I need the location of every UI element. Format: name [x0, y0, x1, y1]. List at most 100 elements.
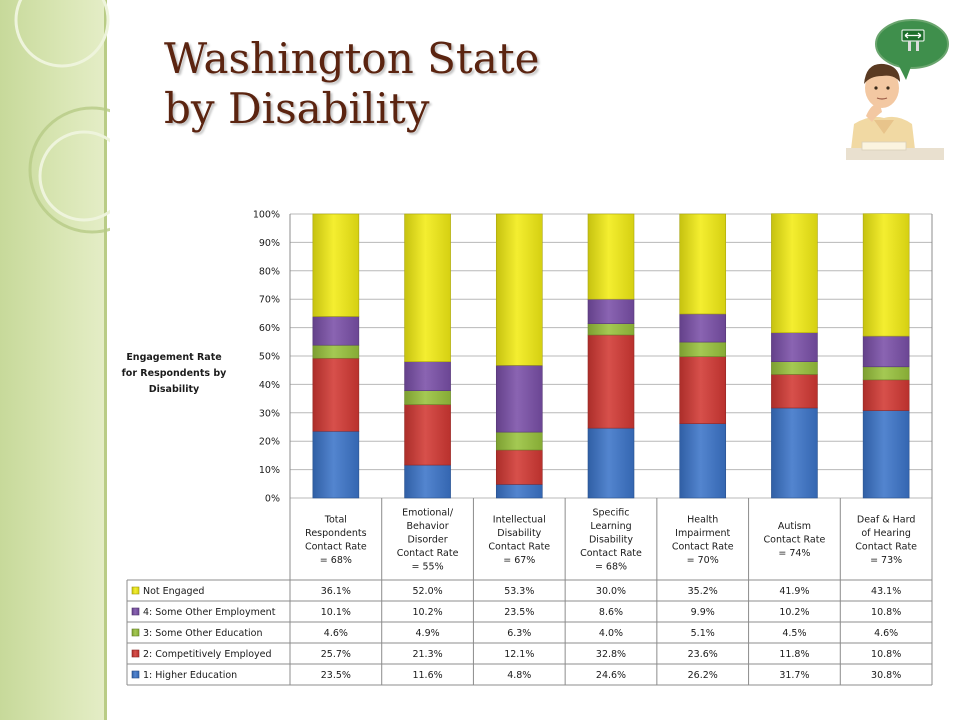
- category-label: of Hearing: [861, 528, 911, 539]
- road-sign-bubble-icon: [875, 19, 949, 80]
- bar-segment: [679, 213, 727, 315]
- data-label: 25.7%: [321, 649, 351, 660]
- category-label: Emotional/: [402, 508, 454, 519]
- data-label: 8.6%: [599, 607, 623, 618]
- side-divider: [104, 0, 107, 720]
- data-label: 26.2%: [688, 670, 718, 681]
- bar-segment: [587, 334, 635, 429]
- data-label: 30.0%: [596, 586, 626, 597]
- category-label: = 55%: [412, 562, 444, 573]
- category-label: Contact Rate: [488, 541, 550, 552]
- bar-segment: [312, 430, 360, 499]
- bar-segment: [312, 213, 360, 317]
- data-label: 4.5%: [782, 628, 806, 639]
- legend-label: 4: Some Other Employment: [143, 607, 276, 618]
- data-label: 4.0%: [599, 628, 623, 639]
- y-tick-label: 0%: [265, 494, 280, 505]
- data-label: 4.6%: [324, 628, 348, 639]
- data-label: 24.6%: [596, 670, 626, 681]
- bar-segment: [312, 344, 360, 359]
- title-line-2: by Disability: [164, 84, 430, 133]
- bar-segment: [587, 298, 635, 324]
- bar-segment: [312, 316, 360, 346]
- data-label: 12.1%: [504, 649, 534, 660]
- bar-segment: [312, 357, 360, 432]
- bar-segment: [771, 374, 818, 409]
- bar-segment: [862, 335, 910, 368]
- category-label: = 74%: [778, 548, 810, 559]
- category-label: Intellectual: [493, 514, 546, 525]
- bar-segment: [404, 464, 451, 499]
- bar-segment: [587, 213, 635, 300]
- title-line-1: Washington State: [164, 34, 540, 83]
- bar-segment: [404, 390, 451, 405]
- data-label: 32.8%: [596, 649, 626, 660]
- data-label: 23.5%: [504, 607, 534, 618]
- legend-label: 1: Higher Education: [143, 670, 237, 681]
- data-label: 35.2%: [688, 586, 718, 597]
- category-label: = 68%: [320, 555, 352, 566]
- legend-swatch: [131, 628, 140, 637]
- category-label: Behavior: [406, 521, 448, 532]
- category-label: = 67%: [503, 555, 535, 566]
- y-tick-label: 30%: [259, 408, 280, 419]
- data-label: 43.1%: [871, 586, 901, 597]
- data-label: 21.3%: [412, 649, 442, 660]
- y-tick-label: 50%: [259, 352, 280, 363]
- y-tick-label: 40%: [259, 380, 280, 391]
- legend-label: 2: Competitively Employed: [143, 649, 272, 660]
- data-label: 52.0%: [412, 586, 442, 597]
- decorative-circles: [14, 0, 110, 234]
- y-tick-label: 100%: [253, 210, 280, 221]
- category-label: Contact Rate: [672, 541, 734, 552]
- data-label: 10.8%: [871, 607, 901, 618]
- category-label: Contact Rate: [855, 541, 917, 552]
- y-tick-label: 70%: [259, 295, 280, 306]
- data-label: 5.1%: [691, 628, 715, 639]
- data-label: 41.9%: [779, 586, 809, 597]
- bar-segment: [862, 410, 910, 499]
- category-label: Contact Rate: [397, 548, 459, 559]
- category-label: Autism: [778, 521, 811, 532]
- category-label: Disability: [497, 528, 541, 539]
- bar-segment: [404, 213, 451, 362]
- data-label: 53.3%: [504, 586, 534, 597]
- category-label: Impairment: [675, 528, 730, 539]
- data-label: 6.3%: [507, 628, 531, 639]
- category-label: Respondents: [305, 528, 366, 539]
- data-label: 23.6%: [688, 649, 718, 660]
- data-label: 10.2%: [779, 607, 809, 618]
- bar-segment: [679, 423, 727, 499]
- bar-segment: [495, 449, 543, 485]
- data-label: 10.1%: [321, 607, 351, 618]
- bar-segment: [679, 341, 727, 357]
- legend-label: Not Engaged: [143, 586, 204, 597]
- side-band: [0, 0, 104, 720]
- data-label: 36.1%: [321, 586, 351, 597]
- data-label: 30.8%: [871, 670, 901, 681]
- bar-segment: [679, 356, 727, 424]
- y-tick-label: 60%: [259, 323, 280, 334]
- thinking-student-illustration: [846, 19, 949, 160]
- bar-segment: [587, 427, 635, 499]
- category-label: Deaf & Hard: [857, 514, 916, 525]
- student-figure: [846, 63, 944, 160]
- legend-swatch: [131, 649, 140, 658]
- category-label: Disorder: [407, 535, 447, 546]
- data-label: 31.7%: [779, 670, 809, 681]
- bar-segment: [404, 404, 451, 466]
- category-label: Disability: [589, 535, 633, 546]
- y-tick-label: 90%: [259, 238, 280, 249]
- category-label: Total: [324, 514, 347, 525]
- bar-segment: [862, 213, 910, 337]
- data-label: 10.2%: [412, 607, 442, 618]
- slide-title: Washington State by Disability: [164, 34, 540, 134]
- bar-segment: [495, 431, 543, 451]
- category-label: Contact Rate: [305, 541, 367, 552]
- category-label: Learning: [590, 521, 631, 532]
- bar-segment: [495, 484, 543, 499]
- category-label: = 70%: [687, 555, 719, 566]
- y-tick-label: 20%: [259, 437, 280, 448]
- data-label: 11.8%: [779, 649, 809, 660]
